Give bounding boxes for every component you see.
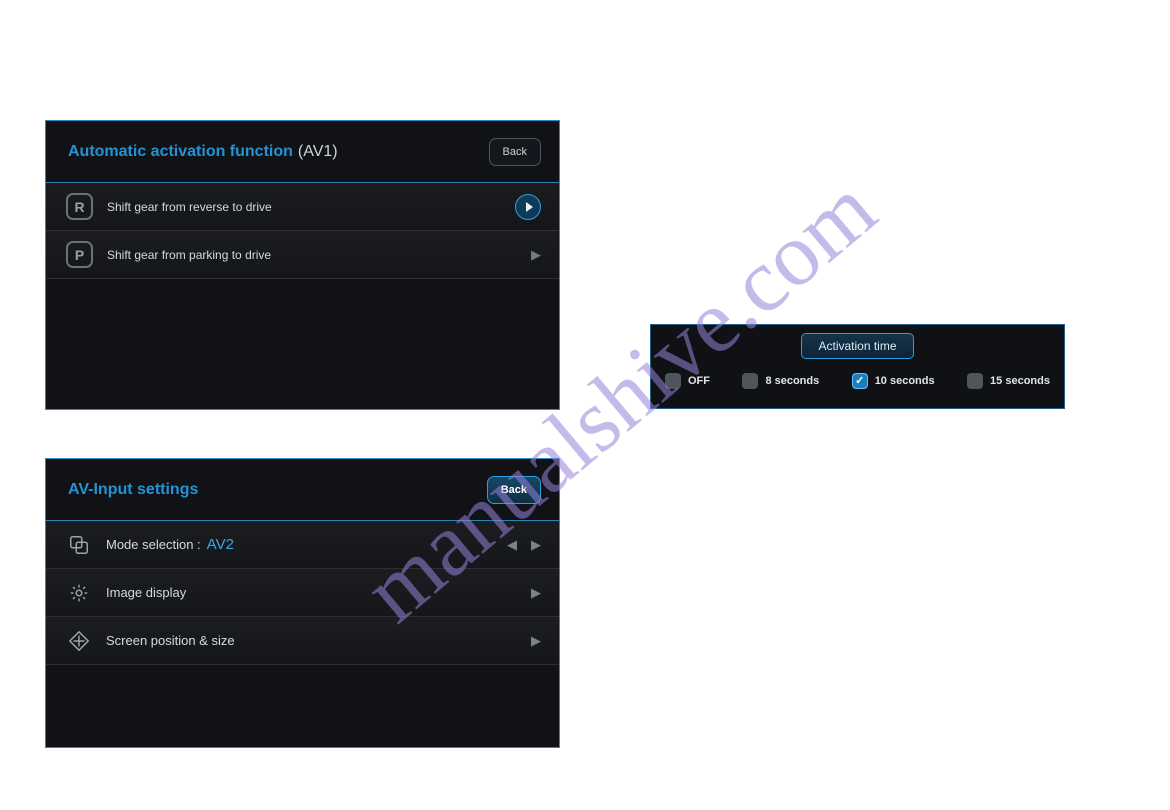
- screen-icon: [66, 628, 92, 654]
- chevron-left-icon[interactable]: ◀: [507, 537, 517, 553]
- panel1-title: Automatic activation function: [68, 143, 293, 161]
- back-button[interactable]: Back: [487, 476, 541, 504]
- row-label: Shift gear from reverse to drive: [107, 200, 272, 214]
- mode-icon: [66, 532, 92, 558]
- panel1-header: Automatic activation function (AV1) Back: [46, 121, 559, 183]
- activation-option[interactable]: OFF: [665, 373, 710, 389]
- play-icon[interactable]: [515, 194, 541, 220]
- stepper: ◀▶: [507, 537, 541, 553]
- chevron-right-icon[interactable]: ▶: [531, 633, 541, 649]
- back-button[interactable]: Back: [489, 138, 541, 166]
- chevron-right-icon[interactable]: ▶: [531, 537, 541, 553]
- option-label: 8 seconds: [765, 375, 819, 387]
- checkbox-icon: [742, 373, 758, 389]
- activation-time-label: Activation time: [801, 333, 913, 359]
- option-label: OFF: [688, 375, 710, 387]
- option-label: 10 seconds: [875, 375, 935, 387]
- panel3-title: AV-Input settings: [68, 481, 198, 499]
- chevron-right-icon[interactable]: ▶: [531, 585, 541, 601]
- activation-time-panel: Activation time OFF 8 seconds 10 seconds 15…: [650, 324, 1065, 409]
- activation-option[interactable]: 8 seconds: [742, 373, 819, 389]
- activation-option[interactable]: 10 seconds: [852, 373, 935, 389]
- checkbox-icon: [852, 373, 868, 389]
- av-input-settings-panel: AV-Input settings Back Mode selection : A…: [45, 458, 560, 748]
- row-label: Mode selection :: [106, 537, 201, 552]
- activation-option[interactable]: 15 seconds: [967, 373, 1050, 389]
- settings-row[interactable]: Image display ▶: [46, 569, 559, 617]
- gear-r-icon: R: [66, 193, 93, 220]
- row-label: Screen position & size: [106, 633, 235, 648]
- gear-p-icon: P: [66, 241, 93, 268]
- automatic-activation-panel: Automatic activation function (AV1) Back…: [45, 120, 560, 410]
- panel3-header: AV-Input settings Back: [46, 459, 559, 521]
- checkbox-icon: [665, 373, 681, 389]
- chevron-right-icon[interactable]: ▶: [531, 247, 541, 263]
- gear-shift-row[interactable]: R Shift gear from reverse to drive: [46, 183, 559, 231]
- activation-time-options: OFF 8 seconds 10 seconds 15 seconds: [651, 373, 1064, 389]
- checkbox-icon: [967, 373, 983, 389]
- settings-row[interactable]: Mode selection :AV2◀▶: [46, 521, 559, 569]
- display-icon: [66, 580, 92, 606]
- row-label: Shift gear from parking to drive: [107, 248, 271, 262]
- gear-shift-row[interactable]: P Shift gear from parking to drive ▶: [46, 231, 559, 279]
- row-label: Image display: [106, 585, 186, 600]
- row-value: AV2: [207, 536, 234, 553]
- settings-row[interactable]: Screen position & size ▶: [46, 617, 559, 665]
- panel1-title-suffix: (AV1): [298, 143, 338, 161]
- option-label: 15 seconds: [990, 375, 1050, 387]
